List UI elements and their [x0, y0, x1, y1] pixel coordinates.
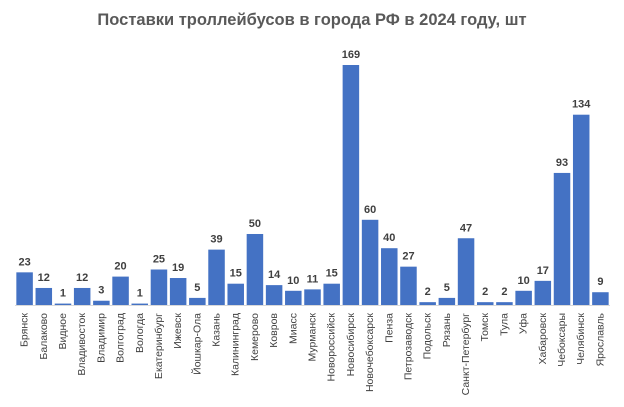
- value-label-1: 23: [18, 256, 30, 268]
- category-label-25: Томск: [479, 313, 491, 342]
- bar-13: [246, 233, 264, 305]
- value-label-24: 47: [460, 222, 472, 234]
- bar-15: [285, 290, 302, 305]
- value-label-23: 5: [444, 282, 450, 294]
- bar-30: [572, 114, 590, 305]
- bar-5: [93, 300, 110, 305]
- bar-16: [304, 289, 321, 305]
- category-label-5: Владимир: [95, 313, 107, 363]
- category-label-11: Казань: [211, 312, 223, 346]
- value-label-11: 39: [210, 234, 222, 246]
- category-labels-group: Брянск Балаково Видное Владивосток Владимир В…: [19, 312, 607, 395]
- value-label-25: 2: [482, 286, 488, 298]
- category-label-27: Уфа: [518, 313, 530, 334]
- category-label-21: Петрозаводск: [402, 313, 414, 381]
- bar-3: [54, 303, 72, 305]
- bar-2: [35, 287, 53, 305]
- value-label-14: 14: [268, 269, 281, 281]
- value-label-31: 9: [597, 276, 603, 288]
- bar-20: [381, 248, 398, 305]
- value-label-12: 15: [230, 268, 242, 280]
- category-label-26: Тула: [498, 313, 510, 336]
- bar-28: [534, 280, 552, 305]
- bar-29: [553, 172, 571, 305]
- category-label-10: Йошкар-Ола: [190, 313, 203, 375]
- category-label-17: Новороссийск: [326, 313, 338, 382]
- value-label-17: 15: [326, 268, 338, 280]
- category-label-12: Калининград: [230, 313, 242, 376]
- category-label-6: Волгоград: [115, 313, 127, 363]
- category-label-28: Хабаровск: [537, 313, 549, 365]
- category-label-2: Балаково: [38, 313, 50, 360]
- bar-14: [265, 285, 283, 305]
- bar-22: [419, 302, 436, 305]
- bar-27: [515, 290, 532, 305]
- category-label-31: Ярославль: [594, 312, 606, 366]
- bar-8: [150, 269, 168, 305]
- category-label-16: Мурманск: [307, 313, 319, 362]
- value-label-6: 20: [114, 261, 126, 273]
- bar-1: [16, 272, 33, 305]
- chart-title: Поставки троллейбусов в города РФ в 2024…: [97, 11, 527, 29]
- category-label-13: Кемерово: [249, 313, 261, 361]
- category-label-29: Чебоксары: [556, 313, 568, 367]
- category-label-30: Челябинск: [575, 313, 587, 365]
- category-label-8: Екатеринбург: [153, 313, 165, 379]
- bar-31: [592, 292, 609, 305]
- value-label-4: 12: [76, 272, 88, 284]
- value-label-21: 27: [402, 251, 414, 263]
- category-label-7: Вологда: [134, 313, 146, 353]
- category-label-3: Видное: [57, 313, 69, 350]
- value-label-28: 17: [537, 265, 549, 277]
- category-label-15: Миасс: [287, 313, 299, 344]
- value-label-10: 5: [194, 282, 200, 294]
- value-label-27: 10: [518, 275, 530, 287]
- category-label-20: Пенза: [383, 313, 395, 343]
- value-label-7: 1: [137, 288, 143, 300]
- bars-group: [16, 65, 609, 305]
- value-label-22: 2: [425, 286, 431, 298]
- value-label-30: 134: [572, 99, 591, 111]
- bar-19: [361, 219, 379, 305]
- value-label-5: 3: [98, 285, 104, 297]
- value-label-16: 11: [307, 273, 319, 285]
- bar-6: [112, 276, 129, 305]
- bar-17: [323, 283, 340, 305]
- bar-4: [73, 287, 91, 305]
- category-label-9: Ижевск: [172, 313, 184, 349]
- value-label-3: 1: [60, 288, 66, 300]
- bar-23: [438, 297, 456, 305]
- category-label-19: Новочебоксарск: [364, 313, 376, 392]
- bar-18: [342, 65, 360, 305]
- value-label-20: 40: [383, 232, 395, 244]
- category-label-14: Ковров: [268, 313, 280, 348]
- bar-25: [476, 302, 494, 305]
- bar-26: [496, 302, 513, 305]
- bar-7: [131, 303, 149, 305]
- category-label-1: Брянск: [19, 313, 31, 347]
- bar-21: [400, 266, 417, 305]
- bar-12: [227, 283, 244, 305]
- value-label-26: 2: [501, 286, 507, 298]
- bar-9: [169, 278, 187, 305]
- value-label-9: 19: [172, 262, 184, 274]
- category-label-18: Новосибирск: [345, 313, 357, 377]
- bar-24: [457, 238, 475, 305]
- bar-10: [189, 297, 206, 305]
- category-label-22: Подольск: [422, 313, 434, 360]
- value-label-29: 93: [556, 157, 568, 169]
- value-label-15: 10: [287, 275, 299, 287]
- value-label-18: 169: [342, 49, 360, 61]
- value-label-19: 60: [364, 204, 376, 216]
- value-label-8: 25: [153, 254, 165, 266]
- category-label-4: Владивосток: [76, 313, 88, 376]
- category-label-24: Санкт-Петербург: [460, 313, 472, 396]
- value-label-13: 50: [249, 218, 261, 230]
- bar-11: [208, 249, 225, 305]
- category-label-23: Рязань: [441, 312, 453, 347]
- value-label-2: 12: [38, 272, 50, 284]
